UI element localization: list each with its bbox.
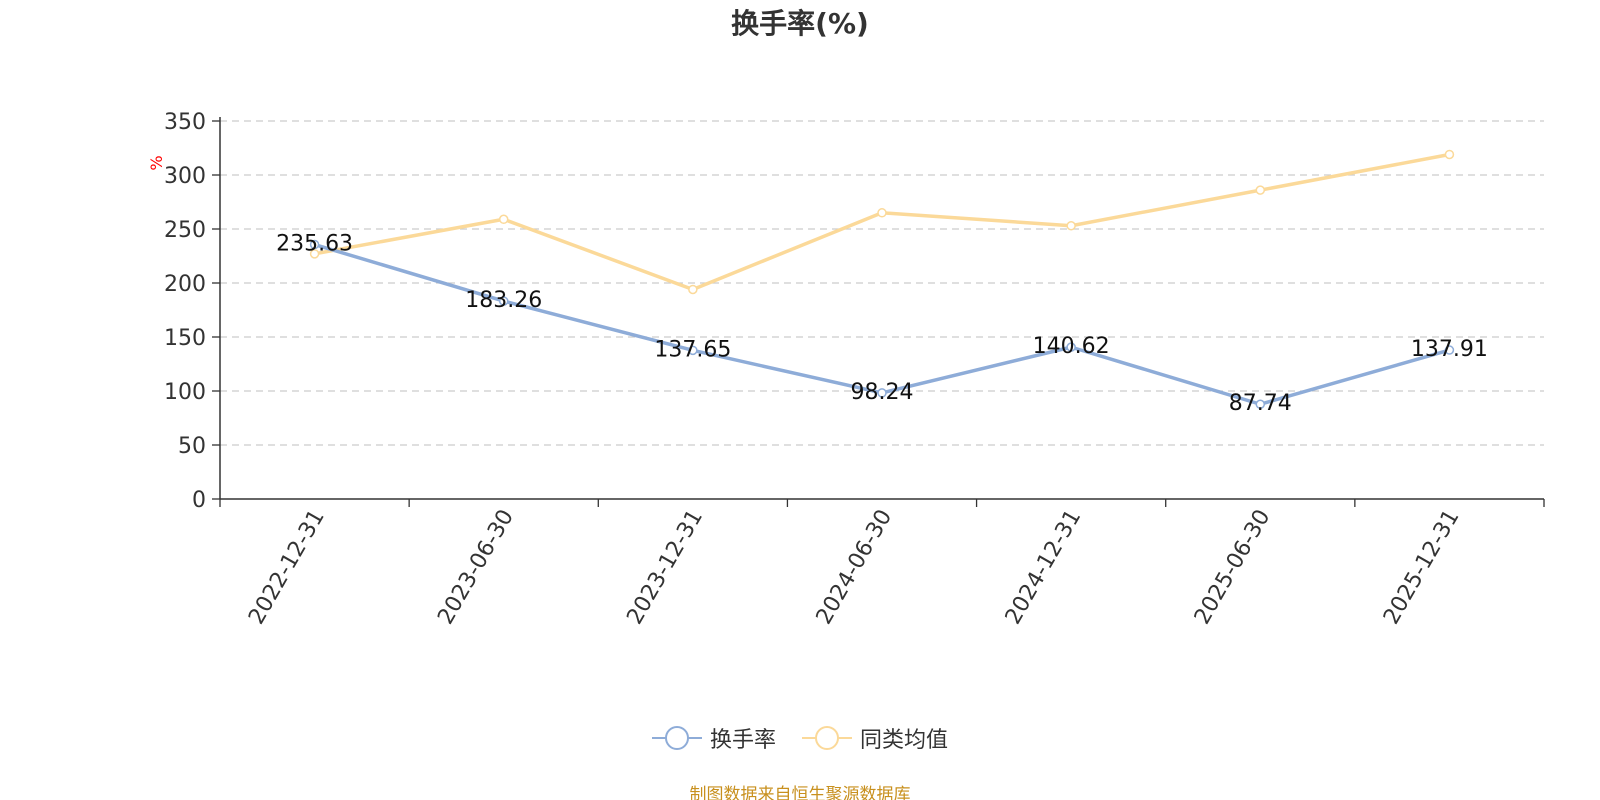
y-tick-label: 100 — [164, 380, 206, 405]
series-point-1 — [1066, 221, 1076, 231]
x-tick-label: 2024-06-30 — [812, 506, 898, 629]
y-tick-label: 150 — [164, 326, 206, 351]
data-label: 87.74 — [1229, 391, 1292, 416]
series-point-0 — [309, 239, 320, 250]
data-label: 98.24 — [851, 380, 914, 405]
data-label: 137.91 — [1411, 337, 1488, 362]
x-tick-label: 2025-06-30 — [1190, 506, 1276, 629]
series-point-0 — [1066, 342, 1076, 352]
x-tick-label: 2022-12-31 — [244, 506, 330, 629]
y-tick-label: 300 — [164, 164, 206, 189]
series-point-0 — [1444, 345, 1455, 355]
series-point-1 — [309, 249, 320, 259]
series-point-1 — [688, 284, 698, 295]
series-point-0 — [498, 296, 509, 306]
legend-label-turnover: 换手率 — [709, 728, 776, 753]
data-label: 137.65 — [654, 337, 731, 362]
y-tick-label: 0 — [192, 488, 206, 513]
x-tick-label: 2025-12-31 — [1379, 506, 1465, 629]
legend-item-turnover[interactable]: 换手率 — [651, 722, 776, 754]
series-point-1 — [877, 208, 887, 218]
legend: 换手率 同类均值 — [0, 722, 1600, 754]
data-label: 140.62 — [1033, 334, 1110, 359]
series-point-0 — [877, 388, 887, 398]
series-point-1 — [498, 214, 509, 225]
legend-turnover-line-circle-icon — [651, 726, 702, 750]
series-point-0 — [1255, 399, 1266, 409]
data-label: 235.63 — [276, 232, 353, 257]
legend-peer-line-circle-icon — [802, 726, 852, 750]
y-tick-label: 350 — [164, 110, 206, 135]
source-note: 制图数据来自恒生聚源数据库 — [689, 785, 911, 800]
legend-label-peer-average: 同类均值 — [860, 728, 949, 753]
x-tick-label: 2023-06-30 — [433, 506, 519, 629]
series-point-0 — [688, 345, 698, 356]
y-axis-label: % — [147, 155, 166, 170]
x-tick-label: 2023-12-31 — [622, 506, 708, 629]
data-label: 183.26 — [465, 288, 542, 313]
chart-title: 换手率(%) — [731, 7, 869, 40]
series-point-1 — [1444, 149, 1455, 160]
x-tick-label: 2024-12-31 — [1001, 506, 1087, 629]
series-point-1 — [1255, 185, 1266, 195]
y-tick-label: 250 — [164, 218, 206, 243]
y-tick-label: 200 — [164, 272, 206, 297]
legend-item-peer-average[interactable]: 同类均值 — [802, 722, 948, 754]
y-tick-label: 50 — [178, 434, 206, 459]
